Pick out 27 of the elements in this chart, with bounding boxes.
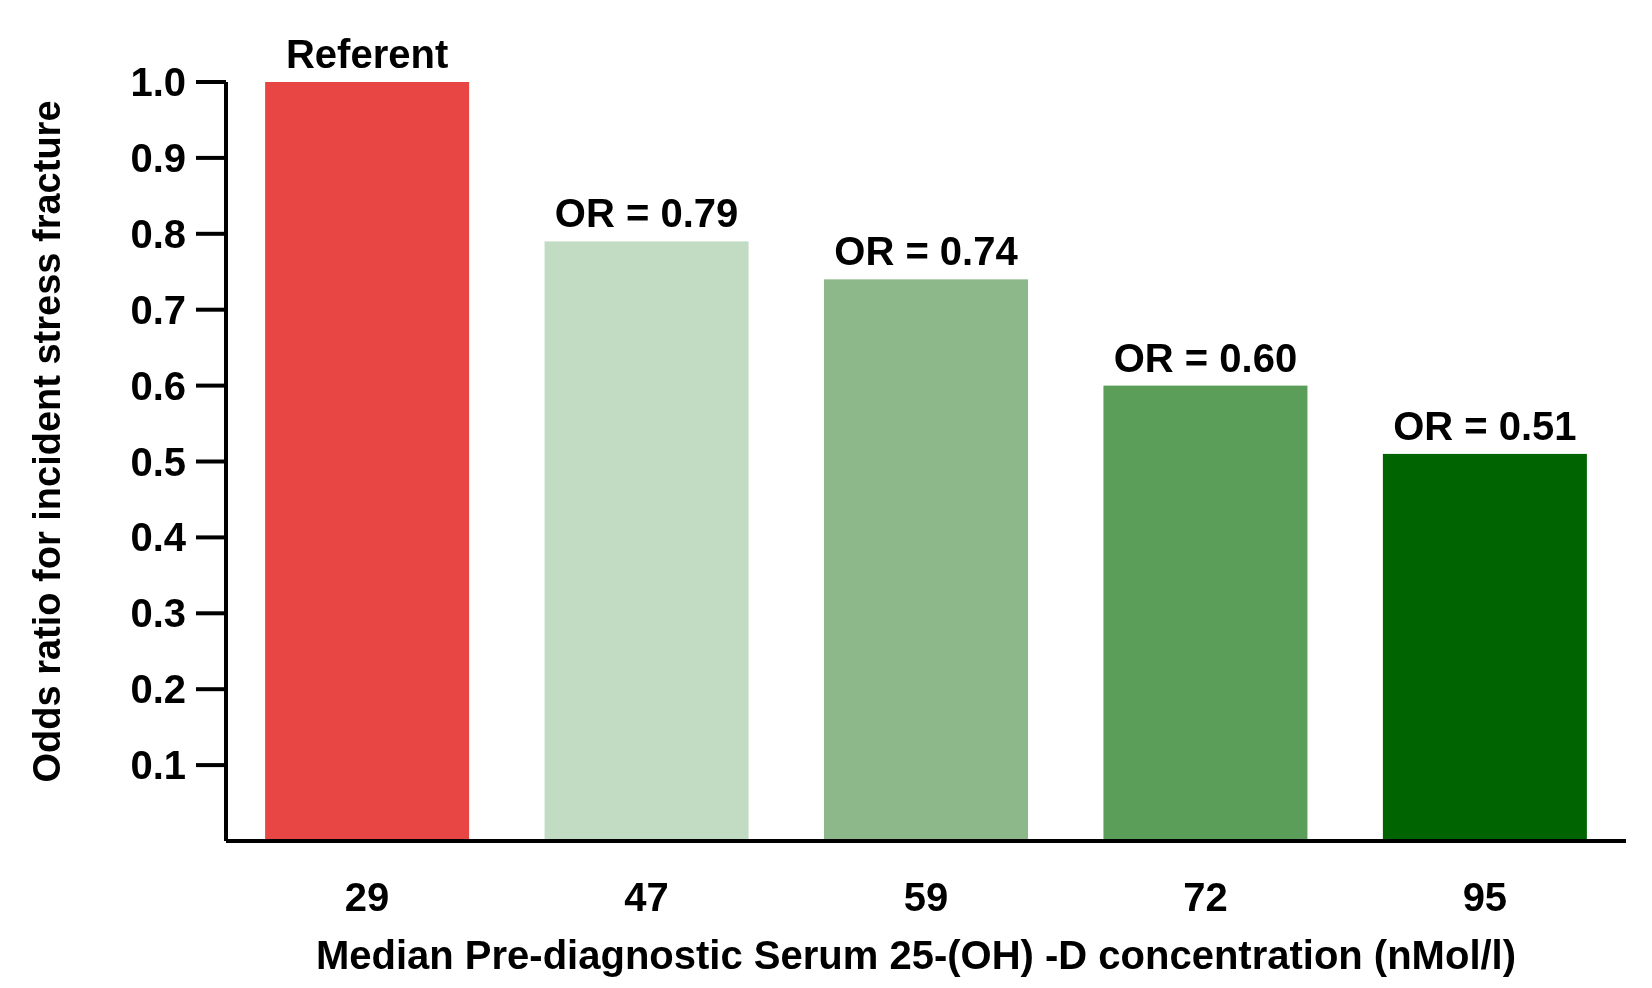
y-tick-label: 1.0 [130,60,186,104]
data-label: OR = 0.74 [834,229,1019,274]
bar [1382,453,1587,841]
data-label: Referent [285,32,449,76]
data-label: OR = 0.60 [1113,335,1298,380]
x-tick-label: 95 [1462,875,1508,919]
data-label: OR = 0.51 [1393,403,1577,448]
y-tick-label: 0.3 [130,591,186,636]
bar [824,279,1028,841]
x-tick-label: 59 [903,875,949,919]
x-axis-title: Median Pre-diagnostic Serum 25-(OH) -D concentration (nMol/l) [315,933,1517,977]
y-tick-label: 0.2 [130,667,186,712]
x-tick-label: 72 [1183,875,1228,919]
y-tick-label: 0.8 [130,211,186,256]
data-label: OR = 0.79 [554,191,739,236]
y-axis-title: Odds ratio for incident stress fracture [26,100,68,783]
y-tick-label: 0.7 [130,287,186,332]
y-tick-label: 0.5 [130,439,186,484]
bar [544,241,749,841]
y-tick-label: 0.9 [130,135,186,180]
y-tick-label: 0.1 [130,743,186,788]
y-tick-label: 0.6 [130,363,186,408]
bar [1103,385,1308,841]
bar [265,82,470,841]
y-tick-label: 0.4 [130,515,187,560]
x-tick-label: 29 [344,875,390,919]
x-tick-label: 47 [624,875,669,919]
